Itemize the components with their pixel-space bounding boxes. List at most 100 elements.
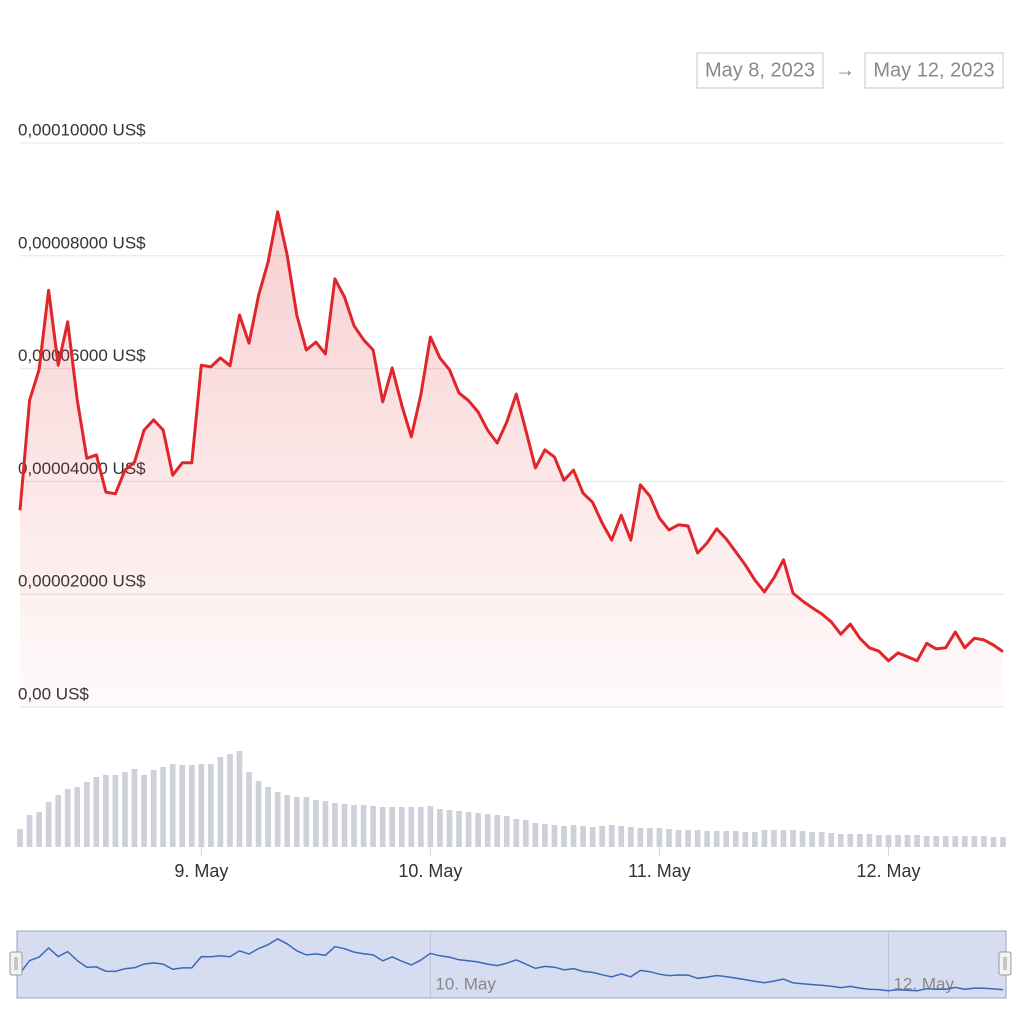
range-from[interactable]: May 8, 2023 xyxy=(705,59,815,81)
x-tick-label: 9. May xyxy=(174,861,228,881)
volume-bar xyxy=(360,805,367,847)
volume-bar xyxy=(904,835,911,847)
volume-bar xyxy=(866,834,873,847)
navigator-line xyxy=(19,938,1004,992)
volume-bar xyxy=(208,764,214,847)
volume-bar xyxy=(723,831,730,847)
volume-bar xyxy=(141,775,147,847)
volume-bar xyxy=(160,767,167,847)
volume-bar xyxy=(990,837,997,847)
volume-bar xyxy=(694,830,701,847)
volume-bar xyxy=(704,831,711,847)
volume-bar xyxy=(713,831,720,847)
volume-bar xyxy=(961,836,968,847)
navigator-label: 10. May xyxy=(435,974,496,993)
volume-bar xyxy=(74,787,81,847)
volume-bar xyxy=(26,815,33,847)
date-range: May 8, 2023 → May 12, 2023 xyxy=(696,52,1004,89)
volume-bar xyxy=(580,826,586,847)
volume-bar xyxy=(608,825,615,847)
volume-bar xyxy=(618,826,625,847)
navigator-handle-right[interactable] xyxy=(998,951,1012,976)
volume-bar xyxy=(456,811,462,847)
volume-bar xyxy=(561,826,567,847)
volume-bar xyxy=(351,805,357,847)
volume-bar xyxy=(255,781,262,847)
volume-bar xyxy=(818,832,825,847)
volume-bar xyxy=(475,813,481,847)
volume-bar xyxy=(122,772,128,847)
volume-bar xyxy=(227,754,233,847)
navigator-handle-left[interactable] xyxy=(9,951,23,976)
volume-bar xyxy=(217,757,224,847)
volume-bar xyxy=(437,809,443,847)
volume-bar xyxy=(837,834,844,847)
volume-bar xyxy=(847,834,854,847)
x-tick-label: 12. May xyxy=(856,861,920,881)
range-to[interactable]: May 12, 2023 xyxy=(873,59,994,81)
volume-bar xyxy=(341,804,348,847)
volume-bar xyxy=(465,812,472,847)
volume-bar xyxy=(790,830,796,847)
volume-bar xyxy=(417,807,424,847)
volume-bar xyxy=(169,764,176,847)
volume-bar xyxy=(828,833,835,847)
volume-bar xyxy=(732,831,739,847)
volume-bar xyxy=(522,820,529,847)
volume-bar xyxy=(112,775,119,847)
volume-bar xyxy=(666,829,672,847)
volume-bar xyxy=(303,797,310,847)
volume-bar xyxy=(876,835,882,847)
volume-bar xyxy=(503,816,510,847)
volume-bar xyxy=(799,831,806,847)
volume-bar xyxy=(188,765,195,847)
volume-bar xyxy=(647,828,653,847)
volume-bar xyxy=(370,806,376,847)
volume-bar xyxy=(427,806,434,847)
volume-bar xyxy=(17,829,23,847)
volume-bar xyxy=(656,828,663,847)
volume-bar xyxy=(981,836,987,847)
range-separator: → xyxy=(835,59,855,81)
volume-bar xyxy=(971,836,978,847)
volume-bar xyxy=(150,770,157,847)
y-tick-label: 0,00006000 US$ xyxy=(18,346,146,365)
volume-bar xyxy=(589,827,596,847)
volume-bar xyxy=(246,772,252,847)
volume-bar xyxy=(685,830,691,847)
range-from-box[interactable] xyxy=(696,52,824,89)
volume-bar xyxy=(389,807,396,847)
volume-bar xyxy=(131,769,138,847)
volume-bar xyxy=(322,801,329,847)
volume-bar xyxy=(551,825,558,847)
volume-bar xyxy=(332,803,338,847)
range-to-box[interactable] xyxy=(864,52,1004,89)
volume-bar xyxy=(513,819,520,847)
volume-bar xyxy=(494,815,501,847)
volume-bar xyxy=(484,814,491,847)
volume-bar xyxy=(627,827,634,847)
volume-bar xyxy=(780,830,787,847)
volume-bar xyxy=(752,832,758,847)
x-tick-label: 11. May xyxy=(628,861,691,881)
volume-bar xyxy=(284,795,291,847)
volume-bar xyxy=(570,825,577,847)
x-tick-label: 10. May xyxy=(398,861,462,881)
volume-bar xyxy=(265,787,272,847)
volume-bar xyxy=(408,807,415,847)
volume-bar xyxy=(83,782,90,847)
volume-bar xyxy=(742,832,749,847)
volume-bar xyxy=(942,836,949,847)
volume-bar xyxy=(532,823,539,847)
volume-bar xyxy=(675,830,682,847)
volume-bar xyxy=(542,824,548,847)
volume-bar xyxy=(274,792,281,847)
volume-bar xyxy=(1000,837,1006,847)
volume-bar xyxy=(809,832,815,847)
volume-bar xyxy=(236,751,243,847)
volume-bar xyxy=(55,795,62,847)
volume-bar xyxy=(379,807,386,847)
volume-bar xyxy=(914,835,920,847)
